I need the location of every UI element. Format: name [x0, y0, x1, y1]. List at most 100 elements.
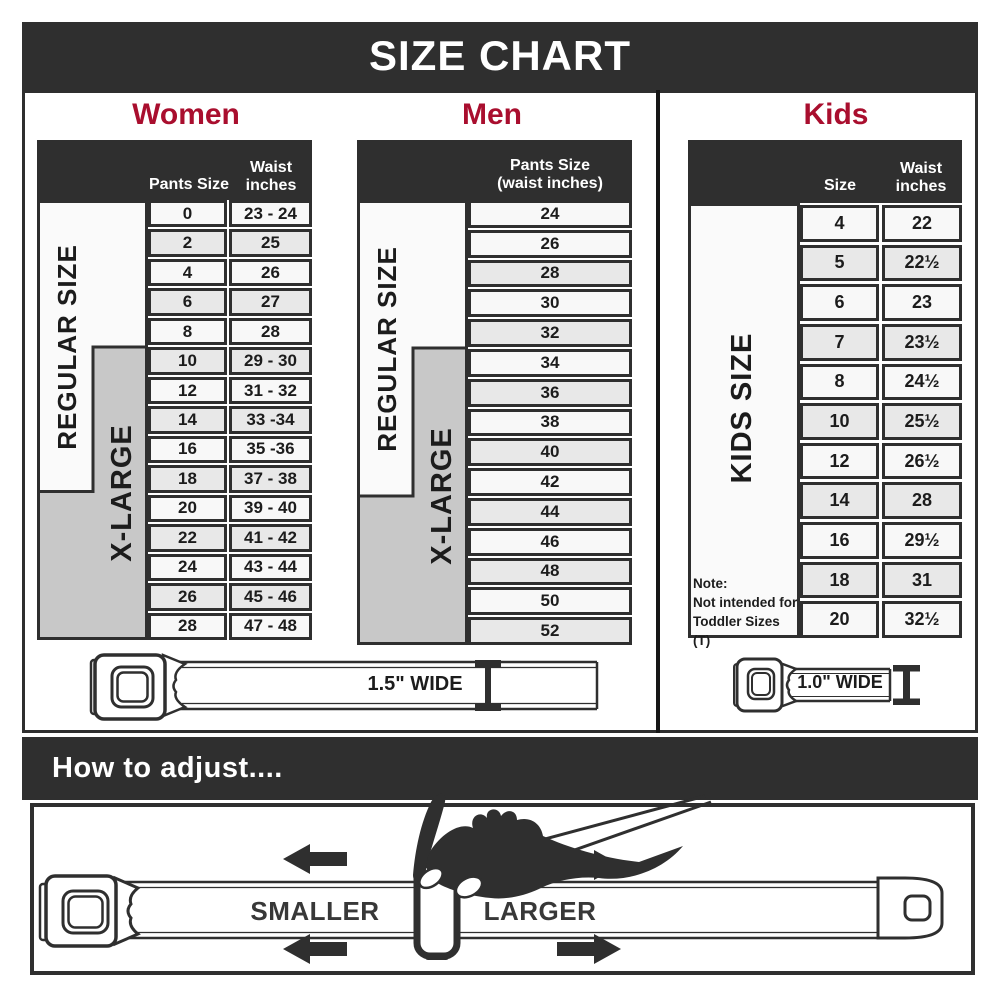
size-cell: 42: [468, 468, 632, 496]
size-cell: 18: [148, 465, 227, 493]
women-col2-header: Waist inches: [245, 159, 297, 194]
kids-note: Note: Not intended for Toddler Sizes (T): [693, 576, 798, 648]
kids-band-label: KIDS SIZE: [726, 333, 758, 484]
waist-cell: 25½: [882, 403, 962, 440]
belt-tip: [876, 876, 944, 940]
adult-belt-illustration: [89, 653, 599, 721]
arrow-right-icon: [557, 934, 621, 964]
size-cell: 26: [468, 229, 632, 258]
waist-cell: 32½: [882, 601, 962, 638]
women-table-rows: 0 23 - 24 2 25 4 26 6 27 8 28 10 29 - 30…: [148, 200, 312, 640]
kids-col1-header: Size: [823, 177, 856, 194]
size-cell: 10: [148, 347, 227, 375]
size-cell: 10: [800, 403, 879, 440]
waist-cell: 37 - 38: [229, 465, 312, 493]
waist-cell: 31 - 32: [229, 376, 312, 405]
size-cell: 24: [148, 553, 227, 582]
waist-cell: 26½: [882, 442, 962, 480]
size-cell: 48: [468, 557, 632, 586]
waist-cell: 24½: [882, 363, 962, 401]
women-col1-header: Pants Size: [148, 176, 230, 193]
size-cell: 12: [800, 442, 879, 480]
size-cell: 20: [148, 494, 227, 523]
men-table-header: Pants Size (waist inches): [357, 140, 632, 200]
adjust-belt-illustration: [38, 793, 944, 964]
size-cell: 14: [148, 406, 227, 434]
size-cell: 4: [800, 205, 879, 242]
size-cell: 4: [148, 258, 227, 287]
size-cell: 50: [468, 587, 632, 616]
men-section-heading: Men: [462, 98, 522, 131]
waist-cell: 45 - 46: [229, 583, 312, 611]
size-cell: 30: [468, 289, 632, 318]
size-cell: 26: [148, 583, 227, 611]
size-cell: 8: [148, 317, 227, 346]
women-table-header: Pants Size Waist inches: [37, 140, 312, 200]
size-cell: 40: [468, 438, 632, 467]
women-section-heading: Women: [132, 98, 240, 131]
waist-cell: 47 - 48: [229, 612, 312, 640]
adjust-section-header: How to adjust....: [22, 737, 978, 800]
page-title: SIZE CHART: [369, 32, 631, 79]
women-size-bands: REGULAR SIZE X-LARGE: [37, 200, 148, 640]
size-cell: 32: [468, 319, 632, 347]
size-cell: 44: [468, 497, 632, 526]
waist-cell: 39 - 40: [229, 494, 312, 523]
size-cell: 18: [800, 561, 879, 599]
waist-cell: 26: [229, 258, 312, 287]
size-cell: 12: [148, 376, 227, 405]
size-cell: 7: [800, 323, 879, 361]
size-cell: 8: [800, 363, 879, 401]
seatbelt-buckle-icon: [733, 657, 799, 713]
title-bar: SIZE CHART: [22, 22, 978, 90]
women-regular-band-label: REGULAR SIZE: [52, 244, 82, 450]
women-size-table: Pants Size Waist inches REGULAR SIZE X-LA…: [37, 140, 312, 646]
waist-cell: 27: [229, 288, 312, 316]
seatbelt-buckle-icon: [38, 874, 141, 948]
waist-cell: 23 - 24: [229, 200, 312, 228]
men-regular-band-label: REGULAR SIZE: [372, 246, 402, 452]
arrow-left-icon: [283, 934, 347, 964]
size-cell: 46: [468, 527, 632, 556]
kids-size-band: KIDS SIZE: [688, 203, 800, 638]
men-xlarge-band-label: X-LARGE: [426, 427, 458, 565]
waist-cell: 28: [882, 482, 962, 520]
kids-section-heading: Kids: [803, 98, 869, 131]
size-cell: 16: [148, 435, 227, 464]
kids-col2-header: Waist inches: [895, 160, 947, 195]
kids-table-rows: 4 22 5 22½ 6 23 7 23½ 8 24½ 10 25½ 12 26…: [800, 205, 962, 638]
size-cell: 20: [800, 601, 879, 638]
pulling-hand-icon: [413, 793, 683, 899]
larger-label: LARGER: [483, 896, 597, 926]
size-cell: 52: [468, 617, 632, 645]
size-cell: 28: [148, 612, 227, 640]
kids-table-header: Size Waist inches: [688, 140, 962, 203]
waist-cell: 31: [882, 561, 962, 599]
waist-cell: 35 -36: [229, 435, 312, 464]
men-size-table: Pants Size (waist inches) REGULAR SIZE X-…: [357, 140, 632, 650]
width-measure-icon: [893, 665, 920, 705]
men-col-header: Pants Size (waist inches): [497, 157, 603, 192]
waist-cell: 29½: [882, 522, 962, 559]
waist-cell: 23: [882, 284, 962, 321]
smaller-label: SMALLER: [250, 896, 380, 926]
waist-cell: 29 - 30: [229, 347, 312, 375]
kids-size-table: Size Waist inches KIDS SIZE Note: Not int…: [688, 140, 962, 648]
width-measure-icon: [475, 660, 501, 711]
women-xlarge-band-label: X-LARGE: [106, 424, 138, 562]
arrow-left-icon: [283, 844, 347, 874]
size-cell: 24: [468, 200, 632, 228]
size-cell: 16: [800, 522, 879, 559]
waist-cell: 22: [882, 205, 962, 242]
size-cell: 0: [148, 200, 227, 228]
waist-cell: 33 -34: [229, 406, 312, 434]
waist-cell: 22½: [882, 244, 962, 282]
waist-cell: 43 - 44: [229, 553, 312, 582]
adult-belt-width-label: 1.5" WIDE: [367, 673, 463, 695]
waist-cell: 28: [229, 317, 312, 346]
size-cell: 6: [800, 284, 879, 321]
section-divider: [656, 90, 660, 733]
size-cell: 14: [800, 482, 879, 520]
kids-belt-width-label: 1.0" WIDE: [797, 672, 883, 692]
size-cell: 28: [468, 259, 632, 288]
